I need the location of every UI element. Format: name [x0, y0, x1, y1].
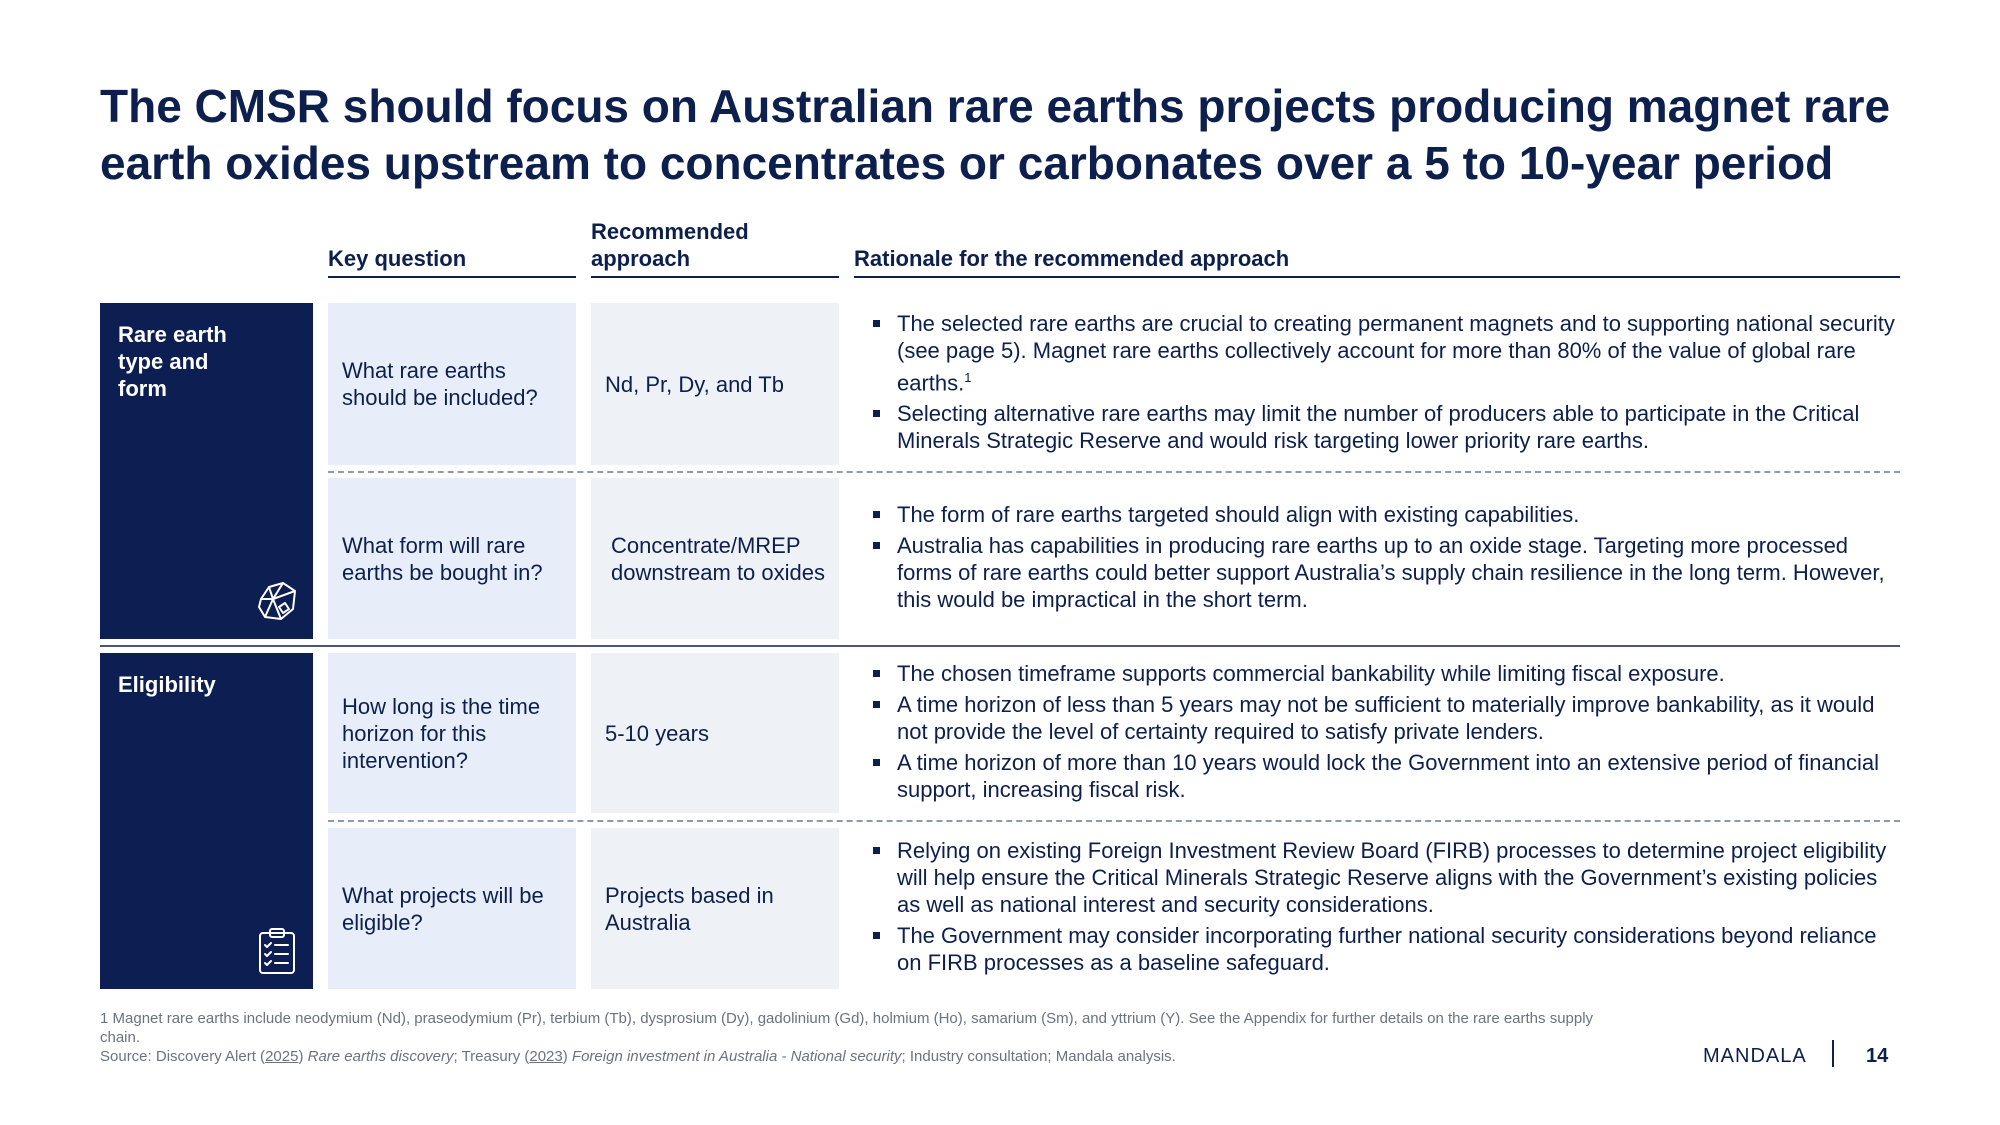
section-divider [100, 645, 1900, 647]
brand-logo: MANDALA [1703, 1045, 1807, 1067]
rationale-bullet: The chosen timeframe supports commercial… [866, 660, 1900, 687]
approach-cell: 5-10 years [591, 653, 839, 813]
source-note: Source: Discovery Alert (2025) Rare eart… [100, 1048, 1176, 1065]
section-label: Rare earth type and form [118, 322, 227, 401]
question-cell: How long is the time horizon for this in… [328, 653, 576, 813]
footnote: 1 Magnet rare earths include neodymium (… [100, 1010, 1594, 1046]
rationale-bullet: A time horizon of less than 5 years may … [866, 691, 1900, 745]
question-cell: What form will rare earths be bought in? [328, 478, 576, 639]
approach-cell: Concentrate/MREP downstream to oxides [591, 478, 839, 639]
approach-text: 5-10 years [605, 720, 709, 746]
header-recommended-approach: Recommended approach [591, 216, 839, 278]
approach-text: Projects based in Australia [605, 882, 774, 935]
footer-divider [1832, 1040, 1834, 1067]
section-rare-earth-type-and-form: Rare earth type and form [100, 303, 313, 639]
approach-text: Nd, Pr, Dy, and Tb [605, 371, 784, 397]
rationale-bullet: The Government may consider incorporatin… [866, 922, 1900, 976]
clipboard-checklist-icon [259, 928, 295, 974]
row-divider-dashed [328, 471, 1900, 473]
rationale-cell: Relying on existing Foreign Investment R… [866, 828, 1900, 989]
rationale-cell: The chosen timeframe supports commercial… [866, 653, 1900, 813]
rationale-bullet: The form of rare earths targeted should … [866, 501, 1900, 528]
rationale-cell: The selected rare earths are crucial to … [866, 303, 1900, 465]
question-text: What form will rare earths be bought in? [342, 532, 543, 585]
question-text: What rare earths should be included? [342, 358, 538, 410]
question-text: How long is the time horizon for this in… [342, 693, 541, 773]
source-link-2023[interactable]: 2023 [529, 1048, 563, 1065]
rationale-bullet: A time horizon of more than 10 years wou… [866, 749, 1900, 803]
approach-cell: Nd, Pr, Dy, and Tb [591, 303, 839, 465]
rationale-bullet: The selected rare earths are crucial to … [866, 310, 1900, 396]
source-link-2025[interactable]: 2025 [265, 1048, 299, 1065]
section-eligibility: Eligibility [100, 653, 313, 989]
page-number: 14 [1866, 1045, 1889, 1067]
approach-text: Concentrate/MREP downstream to oxides [611, 532, 825, 585]
question-cell: What projects will be eligible? [328, 828, 576, 989]
section-label: Eligibility [118, 672, 216, 697]
approach-cell: Projects based in Australia [591, 828, 839, 989]
question-cell: What rare earths should be included? [328, 303, 576, 465]
rationale-bullet: Australia has capabilities in producing … [866, 532, 1900, 613]
page-title: The CMSR should focus on Australian rare… [100, 80, 1891, 189]
rationale-bullet: Selecting alternative rare earths may li… [866, 400, 1900, 454]
rationale-cell: The form of rare earths targeted should … [866, 478, 1900, 639]
question-text: What projects will be eligible? [342, 882, 544, 935]
header-rationale: Rationale for the recommended approach [854, 220, 1900, 278]
row-divider-dashed [328, 820, 1900, 822]
rock-ore-icon [258, 582, 296, 620]
header-key-question: Key question [328, 220, 576, 278]
footnote-ref: 1 [964, 369, 972, 385]
rationale-bullet: Relying on existing Foreign Investment R… [866, 837, 1900, 918]
